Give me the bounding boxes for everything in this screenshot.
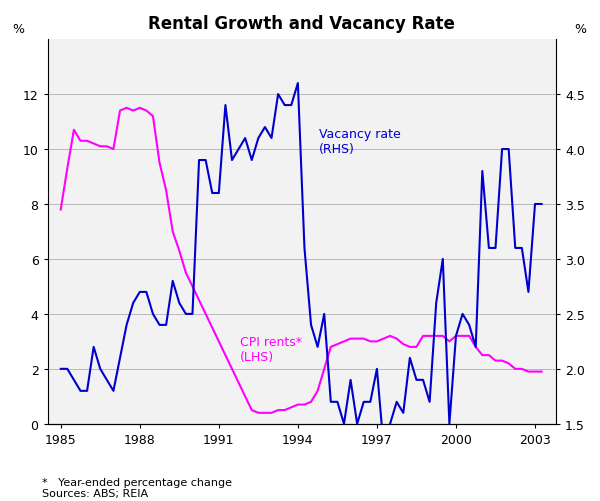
Title: Rental Growth and Vacancy Rate: Rental Growth and Vacancy Rate bbox=[148, 15, 455, 33]
Text: %: % bbox=[574, 23, 586, 36]
Text: CPI rents*
(LHS): CPI rents* (LHS) bbox=[240, 336, 302, 364]
Text: %: % bbox=[12, 23, 24, 36]
Text: *   Year-ended percentage change
Sources: ABS; REIA: * Year-ended percentage change Sources: … bbox=[42, 477, 232, 498]
Text: Vacancy rate
(RHS): Vacancy rate (RHS) bbox=[319, 128, 401, 156]
